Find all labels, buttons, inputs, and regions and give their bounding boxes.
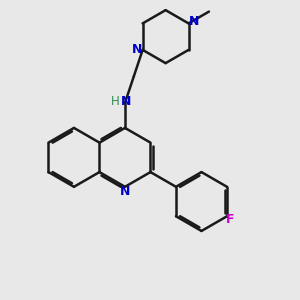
Text: N: N — [120, 185, 130, 198]
Text: N: N — [121, 95, 132, 108]
Text: N: N — [189, 15, 200, 28]
Text: N: N — [132, 44, 142, 56]
Text: F: F — [226, 213, 234, 226]
Text: H: H — [111, 95, 120, 108]
